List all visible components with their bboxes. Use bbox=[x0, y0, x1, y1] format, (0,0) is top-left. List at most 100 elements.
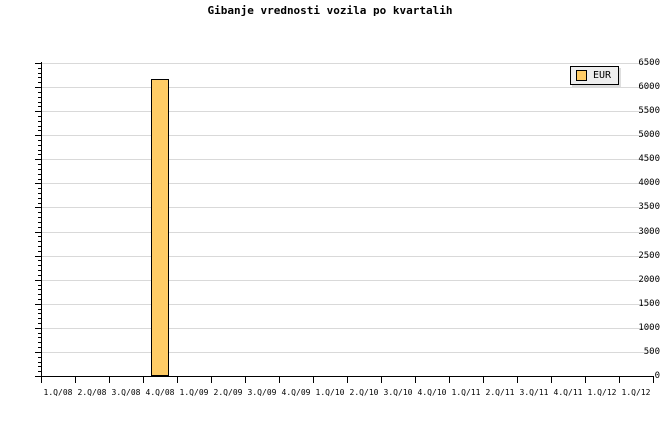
y-axis-minor-tick bbox=[38, 362, 41, 363]
y-axis-minor-tick bbox=[38, 174, 41, 175]
y-axis-minor-tick bbox=[38, 357, 41, 358]
x-axis-label: 4.Q/08 bbox=[145, 388, 175, 397]
x-axis-label: 1.Q/11 bbox=[451, 388, 481, 397]
gridline bbox=[41, 111, 653, 112]
x-axis-label: 2.Q/11 bbox=[485, 388, 515, 397]
y-axis-minor-tick bbox=[38, 260, 41, 261]
y-axis-minor-tick bbox=[38, 270, 41, 271]
x-axis-tick bbox=[177, 377, 178, 383]
y-axis-minor-tick bbox=[38, 313, 41, 314]
x-axis-tick bbox=[41, 377, 42, 383]
x-axis-tick bbox=[653, 377, 654, 383]
x-axis-tick bbox=[347, 377, 348, 383]
y-axis-label: 1500 bbox=[638, 299, 660, 309]
x-axis-tick bbox=[619, 377, 620, 383]
x-axis-label: 3.Q/10 bbox=[383, 388, 413, 397]
x-axis-label: 2.Q/10 bbox=[349, 388, 379, 397]
y-axis-minor-tick bbox=[38, 188, 41, 189]
y-axis-minor-tick bbox=[38, 102, 41, 103]
legend-swatch-eur bbox=[576, 70, 587, 81]
y-axis-minor-tick bbox=[38, 217, 41, 218]
y-axis-minor-tick bbox=[38, 150, 41, 151]
y-axis-minor-tick bbox=[38, 366, 41, 367]
bar[interactable] bbox=[151, 79, 169, 376]
x-axis-line bbox=[41, 376, 654, 377]
y-axis-label: 6000 bbox=[638, 82, 660, 92]
y-axis-minor-tick bbox=[38, 193, 41, 194]
gridline bbox=[41, 87, 653, 88]
y-axis-tick bbox=[35, 304, 41, 305]
y-axis-minor-tick bbox=[38, 179, 41, 180]
y-axis-minor-tick bbox=[38, 140, 41, 141]
y-axis-label: 0 bbox=[654, 371, 660, 381]
x-axis-label: 3.Q/08 bbox=[111, 388, 141, 397]
y-axis-label: 3500 bbox=[638, 202, 660, 212]
gridline bbox=[41, 135, 653, 136]
y-axis-minor-tick bbox=[38, 169, 41, 170]
y-axis-minor-tick bbox=[38, 275, 41, 276]
y-axis-minor-tick bbox=[38, 164, 41, 165]
y-axis-line bbox=[41, 62, 42, 377]
y-axis-minor-tick bbox=[38, 323, 41, 324]
y-axis-minor-tick bbox=[38, 251, 41, 252]
x-axis-label: 4.Q/09 bbox=[281, 388, 311, 397]
y-axis-minor-tick bbox=[38, 222, 41, 223]
y-axis-minor-tick bbox=[38, 154, 41, 155]
x-axis-tick bbox=[313, 377, 314, 383]
x-axis-tick bbox=[551, 377, 552, 383]
y-axis-minor-tick bbox=[38, 294, 41, 295]
y-axis-minor-tick bbox=[38, 130, 41, 131]
x-axis-tick bbox=[381, 377, 382, 383]
y-axis-minor-tick bbox=[38, 318, 41, 319]
y-axis-minor-tick bbox=[38, 241, 41, 242]
x-axis-tick bbox=[483, 377, 484, 383]
y-axis-label: 4500 bbox=[638, 154, 660, 164]
x-axis-label: 1.Q/08 bbox=[43, 388, 73, 397]
y-axis-minor-tick bbox=[38, 68, 41, 69]
y-axis-label: 2500 bbox=[638, 251, 660, 261]
y-axis-label: 5000 bbox=[638, 130, 660, 140]
y-axis-tick bbox=[35, 232, 41, 233]
y-axis-tick bbox=[35, 135, 41, 136]
gridline bbox=[41, 256, 653, 257]
y-axis-minor-tick bbox=[38, 333, 41, 334]
y-axis-label: 500 bbox=[643, 347, 660, 357]
y-axis-tick bbox=[35, 183, 41, 184]
x-axis-label: 4.Q/11 bbox=[553, 388, 583, 397]
x-axis-tick bbox=[75, 377, 76, 383]
gridline bbox=[41, 159, 653, 160]
gridline bbox=[41, 183, 653, 184]
x-axis-tick bbox=[279, 377, 280, 383]
plot-area bbox=[41, 63, 653, 376]
y-axis-tick bbox=[35, 159, 41, 160]
y-axis-minor-tick bbox=[38, 212, 41, 213]
y-axis-tick bbox=[35, 207, 41, 208]
x-axis-tick bbox=[109, 377, 110, 383]
y-axis-minor-tick bbox=[38, 92, 41, 93]
x-axis-label: 3.Q/09 bbox=[247, 388, 277, 397]
gridline bbox=[41, 352, 653, 353]
y-axis-tick bbox=[35, 63, 41, 64]
legend-label-eur: EUR bbox=[593, 70, 612, 81]
y-axis-minor-tick bbox=[38, 337, 41, 338]
gridline bbox=[41, 280, 653, 281]
y-axis-minor-tick bbox=[38, 198, 41, 199]
y-axis-minor-tick bbox=[38, 77, 41, 78]
x-axis-label: 1.Q/10 bbox=[315, 388, 345, 397]
chart-title: Gibanje vrednosti vozila po kvartalih bbox=[207, 4, 453, 17]
y-axis-minor-tick bbox=[38, 285, 41, 286]
x-axis-label: 2.Q/09 bbox=[213, 388, 243, 397]
gridline bbox=[41, 232, 653, 233]
legend[interactable]: EUR bbox=[570, 66, 620, 85]
x-axis-tick bbox=[211, 377, 212, 383]
y-axis-minor-tick bbox=[38, 126, 41, 127]
x-axis-tick bbox=[585, 377, 586, 383]
y-axis-label: 1000 bbox=[638, 323, 660, 333]
y-axis-tick bbox=[35, 328, 41, 329]
y-axis-label: 2000 bbox=[638, 275, 660, 285]
y-axis-label: 5500 bbox=[638, 106, 660, 116]
y-axis-minor-tick bbox=[38, 116, 41, 117]
y-axis-minor-tick bbox=[38, 299, 41, 300]
y-axis-minor-tick bbox=[38, 347, 41, 348]
